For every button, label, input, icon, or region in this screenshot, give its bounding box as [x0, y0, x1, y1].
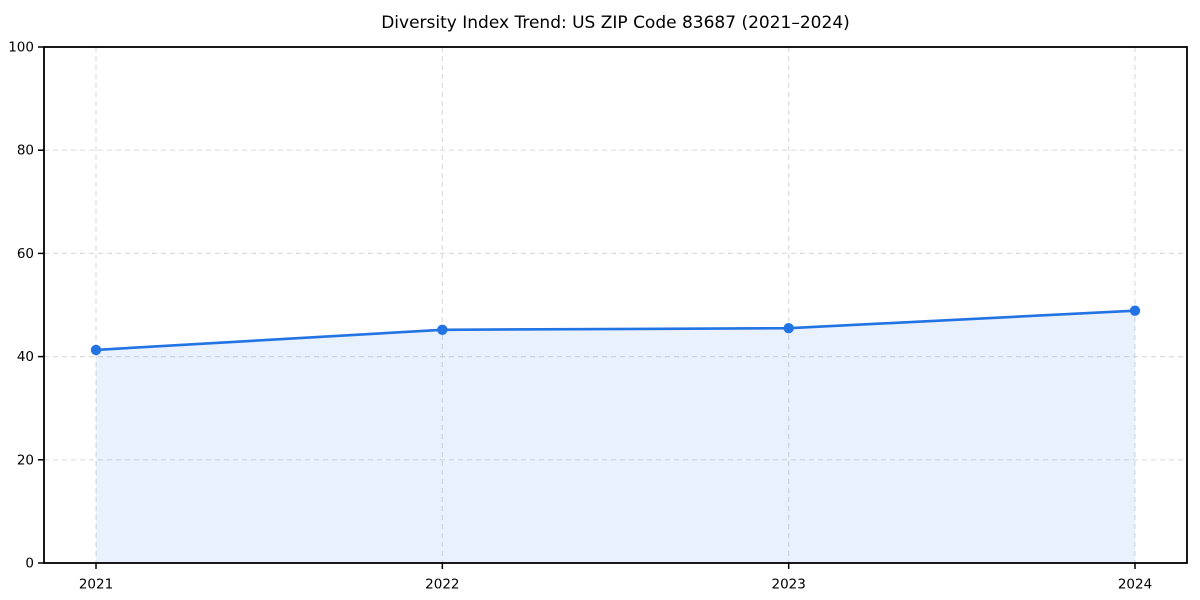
area-fill — [96, 310, 1135, 563]
chart-title: Diversity Index Trend: US ZIP Code 83687… — [381, 13, 850, 33]
y-tick-label: 80 — [17, 143, 34, 159]
x-tick-label: 2024 — [1118, 577, 1152, 593]
x-tick-label: 2022 — [425, 577, 459, 593]
trend-line — [94, 309, 1137, 352]
y-tick-label: 20 — [17, 452, 34, 468]
data-point-marker — [783, 323, 794, 334]
y-tick-label: 40 — [17, 349, 34, 365]
data-point-marker — [1129, 305, 1141, 316]
plot-border — [43, 46, 1188, 564]
x-tick-label: 2023 — [771, 577, 805, 593]
y-tick-label: 60 — [17, 246, 34, 262]
x-tick-label: 2021 — [79, 577, 113, 593]
data-point-marker — [90, 344, 102, 356]
y-tick-label: 100 — [8, 40, 34, 56]
y-tick-label: 0 — [25, 556, 34, 572]
data-point-marker — [437, 324, 448, 335]
